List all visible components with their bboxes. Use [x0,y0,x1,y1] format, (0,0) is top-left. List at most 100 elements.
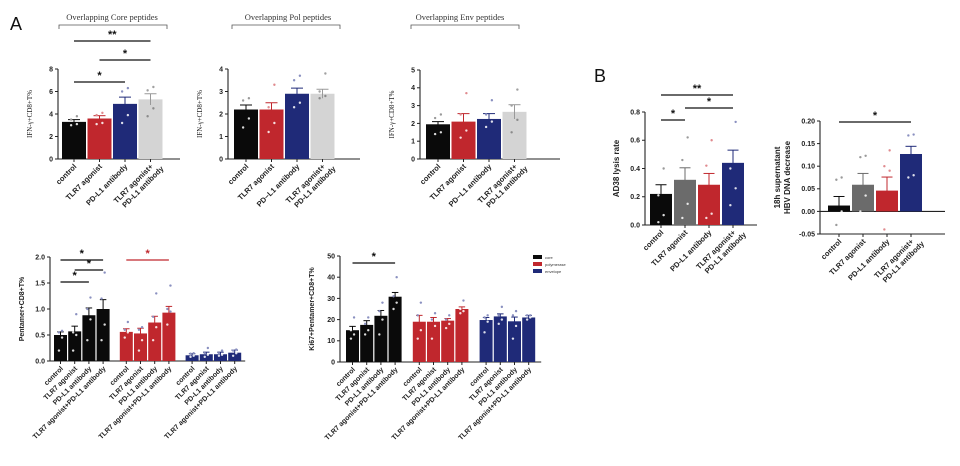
y-tick-label: 2.0 [35,254,45,261]
y-tick-label: 0.8 [630,109,640,116]
significance-label: * [73,270,78,282]
y-tick-label: 0 [49,156,53,163]
y-tick-label: 50 [327,253,335,260]
bar [68,331,82,361]
data-point [189,352,192,355]
data-point [166,323,169,326]
y-tick-label: 1 [219,134,223,141]
data-point [459,113,462,116]
y-tick-label: 2 [49,134,53,141]
data-point [888,169,891,172]
y-tick-label: 0.4 [630,166,640,173]
data-point [433,132,437,136]
data-point [75,122,79,126]
y-tick-label: 0.6 [630,138,640,145]
data-point [89,318,92,321]
data-point [734,187,737,190]
legend-label: envelope [545,269,562,274]
bar [852,184,874,212]
significance-label: ** [108,29,117,41]
data-point [510,104,513,107]
data-point [169,284,172,287]
bar [228,352,242,361]
significance-label: * [123,48,128,60]
data-point [907,176,910,179]
y-tick-label: 0.05 [801,186,815,193]
data-point [95,113,98,117]
data-point [363,322,367,326]
data-point [273,83,276,86]
y-axis-label: IFN-γ+CD8+T% [26,90,34,138]
data-point [203,355,206,359]
data-point [235,352,238,355]
y-tick-label: -0.05 [799,231,815,238]
bar [214,354,227,361]
data-point [192,354,195,357]
data-point [267,130,270,134]
data-point [367,316,370,319]
data-point [166,307,169,311]
bar [412,321,426,362]
data-point [324,94,327,98]
data-point [430,318,434,321]
data-point [710,139,713,142]
data-point [462,309,465,313]
data-point [883,228,886,231]
data-point [352,333,356,336]
data-point [206,346,210,350]
y-axis-label: AD38 lysis rate [612,139,621,197]
data-point [459,307,462,311]
data-point [888,149,891,152]
data-point [349,329,353,332]
data-point [241,126,245,129]
data-point [247,117,251,120]
bar [426,124,450,159]
data-point [86,339,89,342]
data-point [146,115,149,118]
bar [310,93,335,159]
bar [346,330,359,362]
chart-a-ki67: 01020304050Ki67+Pentamer+CD8+T%controlTL… [309,251,566,442]
data-point [103,271,106,274]
y-tick-label: 1.0 [35,306,45,313]
data-point [146,89,149,92]
bar [477,118,501,159]
data-point [273,121,276,125]
data-point [835,178,838,181]
data-point [662,213,665,217]
data-point [298,101,302,104]
data-point [155,292,158,295]
data-point [511,337,515,340]
data-point [657,194,660,197]
data-point [912,133,915,136]
data-point [101,121,104,125]
y-tick-label: 1 [411,139,415,146]
bar [493,316,507,362]
data-point [484,125,488,129]
legend-swatch [533,255,542,259]
data-point [100,339,103,342]
y-tick-label: 0.10 [801,164,815,171]
data-point [86,307,89,311]
bar [82,315,96,361]
y-tick-label: 4 [49,111,53,118]
data-point [318,97,321,100]
data-point [120,90,124,93]
data-point [60,336,64,339]
bar [259,109,284,159]
y-tick-label: 3 [411,103,415,110]
data-point [169,310,172,313]
y-tick-label: 30 [327,296,335,303]
y-tick-label: 0 [219,156,223,163]
data-point [267,106,270,109]
data-point [247,97,251,100]
x-category-label: control [418,162,442,186]
data-point [462,299,465,302]
data-point [686,136,689,139]
bar [138,99,163,159]
data-point [439,131,443,134]
data-point [292,106,296,109]
data-point [126,113,130,117]
